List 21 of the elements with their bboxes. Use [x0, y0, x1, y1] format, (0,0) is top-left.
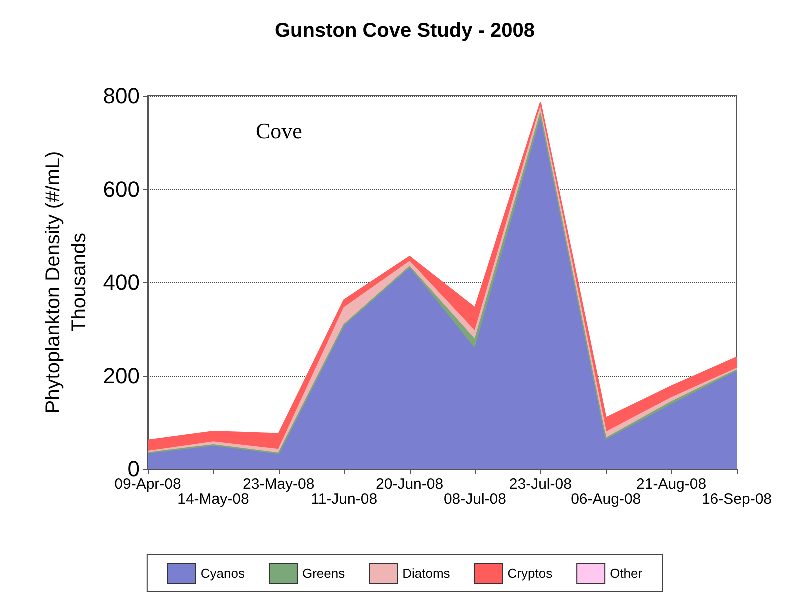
- y-tick-label: 600: [103, 176, 140, 202]
- y-tick-label: 400: [103, 270, 140, 295]
- y-tick-label: 800: [103, 84, 140, 108]
- legend-label: Greens: [302, 566, 346, 581]
- chart-title: Gunston Cove Study - 2008: [274, 20, 536, 42]
- x-tick-label: 20-Jun-08: [376, 476, 444, 493]
- x-tick-label: 08-Jul-08: [444, 491, 506, 508]
- legend-label: Cryptos: [508, 566, 554, 581]
- y-axis-title: Phytoplankton Density (#/mL) Thousands: [42, 151, 90, 414]
- x-tick-label: 21-Aug-08: [636, 476, 707, 493]
- x-tick-label: 06-Aug-08: [571, 491, 642, 508]
- x-tick-label: 11-Jun-08: [311, 491, 378, 508]
- legend-label: Other: [610, 566, 644, 581]
- y-tick-label: 200: [103, 363, 140, 388]
- x-tick-label: 16-Sep-08: [702, 491, 772, 508]
- legend-label: Cyanos: [200, 566, 246, 581]
- x-tick-label: 23-Jul-08: [509, 476, 572, 493]
- legend-label: Diatoms: [402, 566, 451, 581]
- annotation: Cove: [256, 118, 302, 144]
- x-tick-label: 23-May-08: [243, 476, 315, 493]
- x-tick-label: 14-May-08: [178, 491, 250, 508]
